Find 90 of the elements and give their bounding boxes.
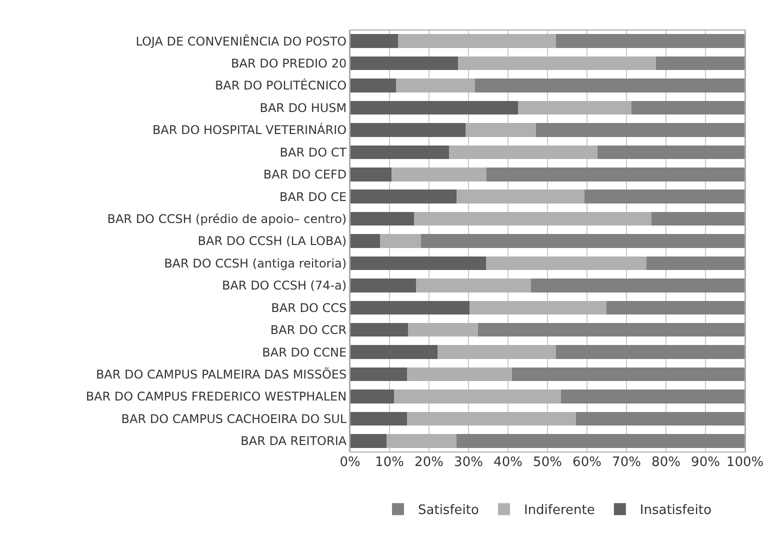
y-tick-label: BAR DO POLITÉCNICO <box>214 78 347 93</box>
x-tick-label: 40% <box>494 455 522 470</box>
bar <box>398 34 556 48</box>
y-tick-label: BAR DO CCSH (74-a) <box>222 278 347 293</box>
bar <box>486 167 745 182</box>
bar <box>386 434 457 448</box>
bar <box>350 322 408 337</box>
x-tick-label: 90% <box>691 455 720 470</box>
bar <box>350 256 486 270</box>
bar <box>350 278 416 292</box>
bar <box>656 56 745 70</box>
bar <box>421 234 745 248</box>
bar <box>466 123 536 137</box>
bar <box>449 145 598 160</box>
x-tick-label: 10% <box>375 455 404 470</box>
x-tick-label: 30% <box>454 455 483 470</box>
y-tick-label: LOJA DE CONVENIÊNCIA DO POSTO <box>136 33 347 48</box>
x-tick-label: 80% <box>652 455 680 470</box>
y-tick-label: BAR DA REITORIA <box>240 434 348 448</box>
bar <box>396 78 476 92</box>
y-tick-label: BAR DO CCS <box>271 300 347 315</box>
legend-label: Indiferente <box>524 503 595 518</box>
bar <box>414 212 652 226</box>
bar <box>512 367 745 382</box>
bar <box>560 390 745 404</box>
bar <box>576 412 745 426</box>
y-tick-label: BAR DO HOSPITAL VETERINÁRIO <box>152 122 347 138</box>
bar <box>350 367 407 382</box>
bar <box>518 100 632 115</box>
bar <box>584 190 745 204</box>
y-tick-label: BAR DO CT <box>280 145 348 160</box>
x-tick-label: 50% <box>533 455 562 470</box>
bar <box>632 100 745 115</box>
x-tick-label: 0% <box>340 455 360 470</box>
bar <box>406 367 512 382</box>
bar <box>350 145 450 160</box>
bar <box>438 345 556 359</box>
bar <box>350 190 457 204</box>
bar <box>456 434 745 448</box>
x-tick-label: 70% <box>612 455 641 470</box>
legend-label: Satisfeito <box>418 503 479 518</box>
bar <box>475 78 745 92</box>
bar <box>350 100 518 115</box>
bar <box>556 345 745 359</box>
bar <box>350 56 458 70</box>
y-tick-label: BAR DO CCR <box>270 323 347 338</box>
bar <box>606 300 745 315</box>
y-tick-label: BAR DO CAMPUS PALMEIRA DAS MISSÕES <box>96 366 347 382</box>
y-tick-label: BAR DO CCSH (prédio de apoio– centro) <box>107 212 347 226</box>
bar <box>350 300 470 315</box>
bar <box>350 167 392 182</box>
bar <box>350 390 394 404</box>
bar <box>651 212 745 226</box>
bar <box>350 434 386 448</box>
bar <box>416 278 531 292</box>
x-tick-label: 20% <box>414 455 444 470</box>
y-tick-label: BAR DO CCNE <box>262 345 347 360</box>
y-tick-label: BAR DO CEFD <box>263 168 347 182</box>
bar <box>350 123 466 137</box>
y-tick-label: BAR DO CAMPUS FREDERICO WESTPHALEN <box>86 390 347 404</box>
y-tick-label: BAR DO CE <box>280 190 347 204</box>
bar <box>380 234 422 248</box>
legend-label: Insatisfeito <box>640 503 712 518</box>
y-tick-label: BAR DO CAMPUS CACHOEIRA DO SUL <box>121 412 347 426</box>
y-tick-label: BAR DO PREDIO 20 <box>231 56 347 71</box>
y-tick-label: BAR DO CCSH (antiga reitoria) <box>164 256 347 270</box>
bar <box>598 145 745 160</box>
bar <box>394 390 561 404</box>
bar <box>350 345 438 359</box>
bar <box>458 56 656 70</box>
bar <box>350 78 396 92</box>
y-tick-label: BAR DO CCSH (LA LOBA) <box>198 234 347 248</box>
bar <box>536 123 745 137</box>
bar <box>408 322 478 337</box>
bar <box>646 256 745 270</box>
bar <box>530 278 745 292</box>
bar <box>350 34 398 48</box>
bar <box>486 256 647 270</box>
bar <box>478 322 745 337</box>
x-tick-label: 60% <box>572 455 602 470</box>
bar <box>470 300 606 315</box>
x-tick-label: 100% <box>726 455 764 470</box>
bar <box>456 190 585 204</box>
bar <box>350 212 414 226</box>
bar <box>350 412 407 426</box>
bar <box>406 412 576 426</box>
bar <box>391 167 486 182</box>
y-tick-label: BAR DO HUSM <box>260 100 347 115</box>
bar <box>350 234 380 248</box>
bar <box>556 34 745 48</box>
